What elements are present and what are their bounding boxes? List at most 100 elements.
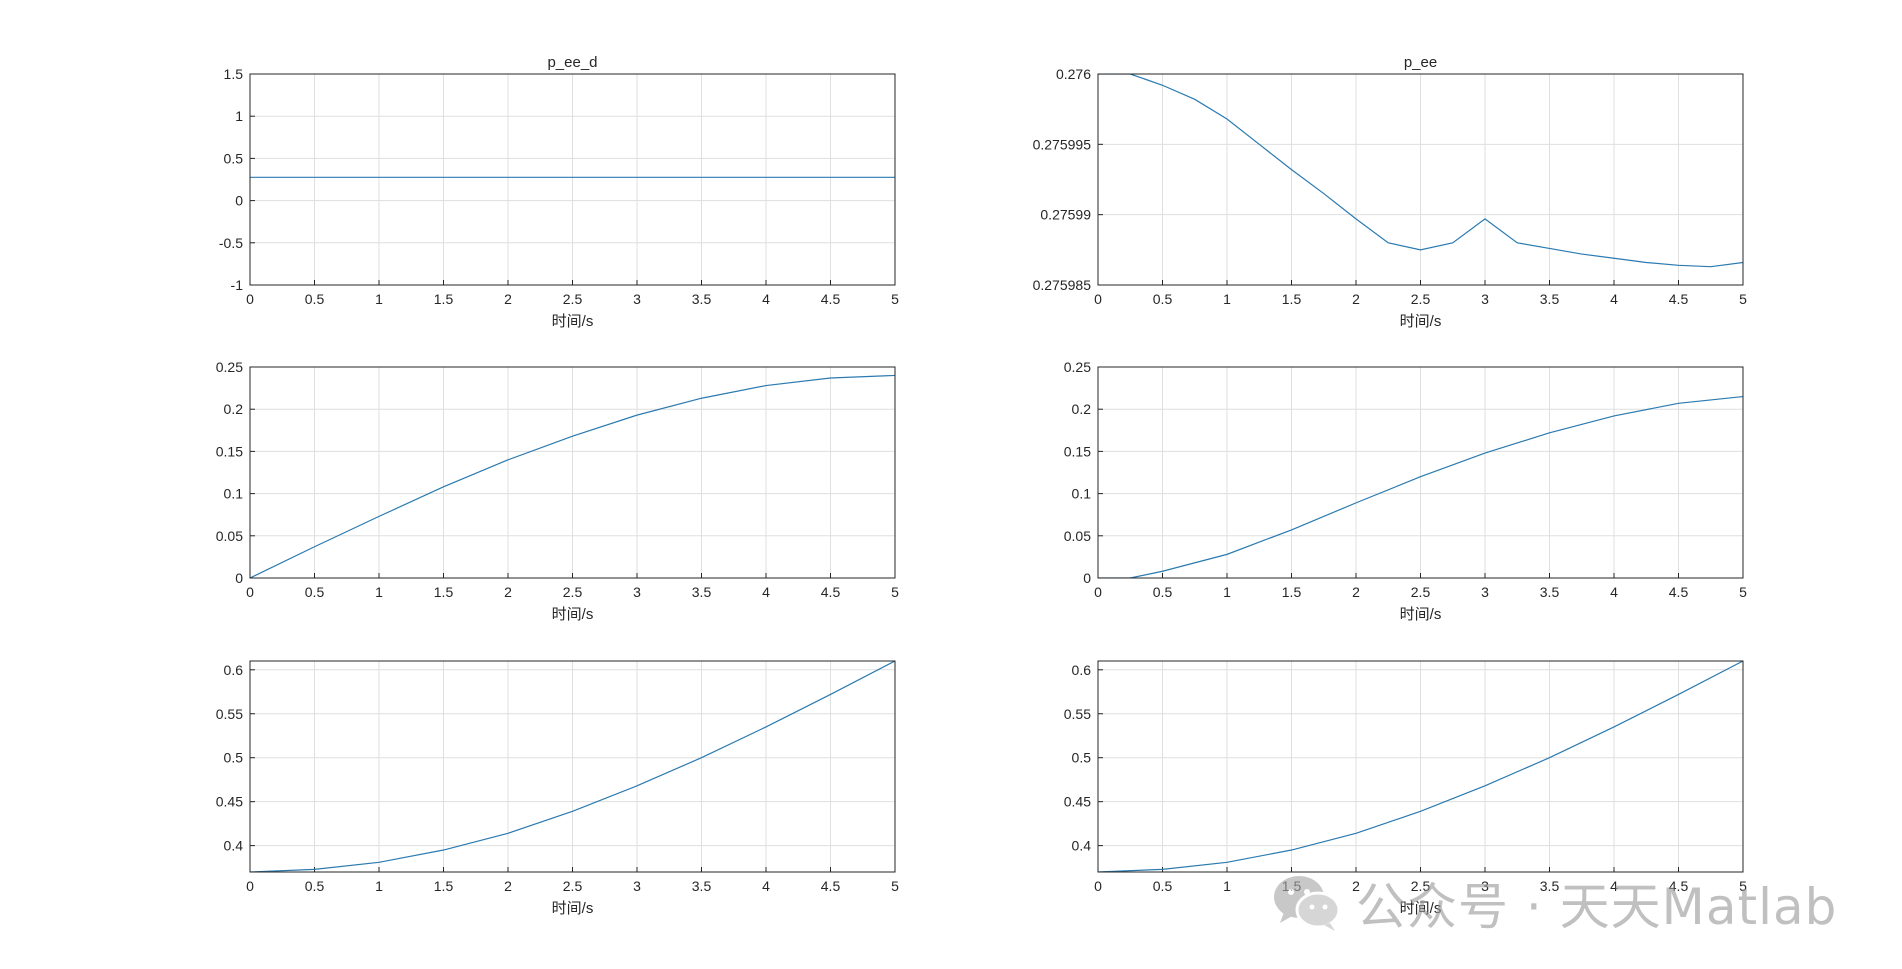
series-line: [1098, 74, 1743, 268]
x-tick-label: 4.5: [1669, 584, 1689, 600]
axes-box: [1097, 660, 1744, 873]
x-tick-label: 2.5: [1411, 584, 1431, 600]
subplot-5: 0 0.5 1 1.5 2 2.5 3 3.5 4 4.5 5 0.4 0.45 0.5 0.55 0.6 时间…: [216, 660, 899, 917]
subplot-title: p_ee_d: [547, 54, 597, 71]
x-tick-label: 1: [375, 291, 383, 307]
x-axis-label: 时间/s: [552, 313, 594, 330]
y-tick-label: 0.25: [216, 359, 243, 375]
y-tick-label: 0.275995: [1033, 136, 1092, 152]
y-tick-label: 0.5: [1072, 750, 1092, 766]
x-tick-label: 5: [891, 291, 899, 307]
x-tick-label: 1: [1223, 584, 1231, 600]
x-tick-label: 3.5: [692, 584, 712, 600]
x-tick-label: 0: [1094, 291, 1102, 307]
x-tick-label: 0.5: [1153, 878, 1173, 894]
x-tick-label: 0: [246, 878, 254, 894]
x-tick-label: 1: [375, 584, 383, 600]
axes-box: [249, 660, 896, 873]
y-tick-label: 0.5: [224, 150, 244, 166]
x-tick-label: 4: [1610, 584, 1618, 600]
x-tick-label: 5: [1739, 291, 1747, 307]
x-tick-label: 5: [891, 584, 899, 600]
y-tick-label: 0.15: [1064, 443, 1091, 459]
x-tick-label: 3.5: [692, 878, 712, 894]
x-tick-label: 4: [1610, 291, 1618, 307]
axes-box: [249, 366, 896, 579]
x-tick-label: 2: [504, 584, 512, 600]
y-tick-label: 0.05: [1064, 528, 1091, 544]
y-tick-label: 0.27599: [1040, 207, 1091, 223]
x-tick-label: 4: [762, 291, 770, 307]
y-tick-label: 0.5: [224, 750, 244, 766]
y-tick-label: 0.2: [1072, 401, 1092, 417]
wechat-icon: [1274, 876, 1341, 931]
x-axis-label: 时间/s: [1400, 900, 1442, 917]
series-line: [250, 374, 895, 578]
y-tick-label: 0.45: [216, 794, 243, 810]
x-tick-label: 0.5: [305, 584, 325, 600]
series-line: [1098, 661, 1743, 872]
x-tick-label: 1: [375, 878, 383, 894]
x-tick-label: 4.5: [1669, 878, 1689, 894]
subplot-6: 00.511.522.533.544.550.40.450.50.550.6时间…: [1064, 660, 1747, 917]
y-tick-label: 0.4: [1072, 838, 1092, 854]
x-tick-label: 3: [633, 291, 641, 307]
subplot-4: 0 0.5 1 1.5 2 2.5 3 3.5 4 4.5 5 0 0.05 0.1 0.15 0.2 0.25…: [1064, 359, 1747, 623]
x-tick-label: 3: [633, 584, 641, 600]
x-tick-label: 3: [1481, 584, 1489, 600]
y-tick-label: 0.45: [1064, 794, 1091, 810]
subplot-2: 0 0.5 1 1.5 2 2.5 3 3.5 4 4.5 5 0.275985 0.27599 0.27…: [1033, 54, 1748, 330]
y-tick-label: 0: [235, 193, 243, 209]
x-tick-label: 0.5: [1153, 584, 1173, 600]
x-tick-label: 1.5: [434, 291, 454, 307]
y-tick-label: -1: [231, 277, 244, 293]
x-tick-label: 1.5: [1282, 291, 1302, 307]
y-tick-label: 0.2: [224, 401, 244, 417]
x-tick-label: 4.5: [821, 878, 841, 894]
x-tick-label: 4: [1610, 878, 1618, 894]
x-axis-label: 时间/s: [1400, 313, 1442, 330]
x-tick-label: 3.5: [1540, 584, 1560, 600]
x-axis-label: 时间/s: [552, 606, 594, 623]
x-tick-label: 1: [1223, 291, 1231, 307]
series-line: [1098, 395, 1743, 578]
y-tick-label: 0.6: [224, 662, 244, 678]
axes-box: [249, 73, 896, 286]
x-tick-label: 2.5: [1411, 878, 1431, 894]
y-tick-label: 0.15: [216, 443, 243, 459]
x-tick-label: 2: [504, 878, 512, 894]
x-tick-label: 2: [1352, 584, 1360, 600]
y-tick-label: 0.4: [224, 838, 244, 854]
x-tick-label: 2.5: [1411, 291, 1431, 307]
y-tick-label: 0: [1083, 570, 1091, 586]
x-tick-label: 0: [1094, 878, 1102, 894]
x-tick-label: 1: [1223, 878, 1231, 894]
x-tick-label: 2: [1352, 878, 1360, 894]
y-tick-label: 0.25: [1064, 359, 1091, 375]
x-tick-label: 0: [246, 291, 254, 307]
x-tick-label: 4: [762, 584, 770, 600]
y-tick-label: 0.276: [1056, 66, 1091, 82]
subplot-1: 0 0.5 1 1.5 2 2.5 3 3.5 4 4.5 5 -1 -0.5 0 0.5 1 1.5 p_ee_…: [219, 54, 899, 330]
x-tick-label: 3: [633, 878, 641, 894]
x-tick-label: 1.5: [1282, 584, 1302, 600]
x-tick-label: 0.5: [305, 291, 325, 307]
x-tick-label: 0: [246, 584, 254, 600]
x-tick-label: 1.5: [434, 584, 454, 600]
watermark-text: 公众号 · 天天Matlab: [1356, 878, 1838, 936]
x-tick-label: 2: [504, 291, 512, 307]
x-tick-label: 0.5: [1153, 291, 1173, 307]
y-tick-label: 0.05: [216, 528, 243, 544]
x-tick-label: 2.5: [563, 584, 583, 600]
x-tick-label: 3.5: [1540, 878, 1560, 894]
x-axis-label: 时间/s: [1400, 606, 1442, 623]
x-tick-label: 0.5: [305, 878, 325, 894]
x-tick-label: 1.5: [434, 878, 454, 894]
subplot-title: p_ee: [1404, 54, 1437, 71]
x-tick-label: 4.5: [821, 584, 841, 600]
y-tick-label: 1: [235, 108, 243, 124]
y-tick-label: -0.5: [219, 235, 243, 251]
x-tick-label: 2.5: [563, 291, 583, 307]
x-tick-label: 4: [762, 878, 770, 894]
